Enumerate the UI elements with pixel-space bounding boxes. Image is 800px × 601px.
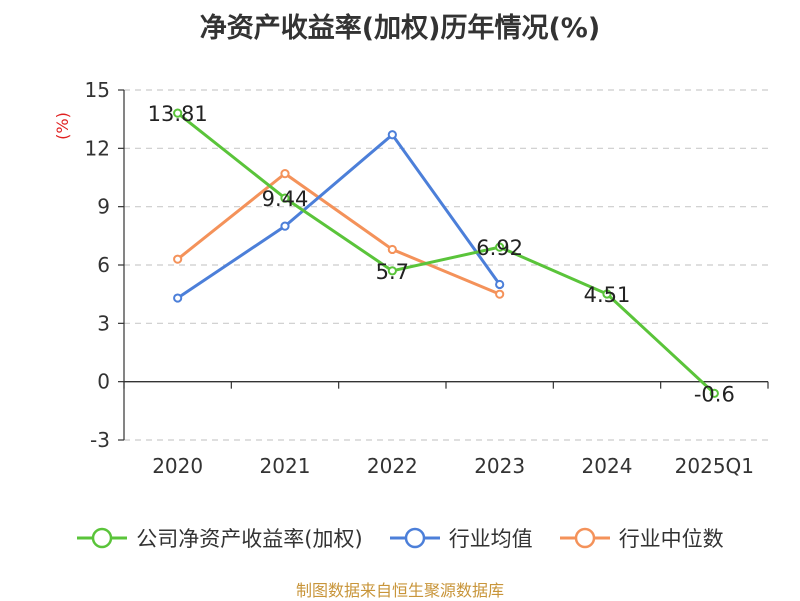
axes: 15 12 9 6 3 0 -3 2020 2021 2022 2023 2024 2025Q1: [85, 78, 769, 478]
data-point: [280, 169, 290, 179]
data-point: [387, 130, 397, 140]
data-point: [495, 242, 505, 252]
data-point: [173, 293, 183, 303]
legend-label: 行业中位数: [618, 527, 724, 551]
y-axis-unit-label: (%): [53, 112, 72, 140]
legend-label: 行业均值: [448, 527, 533, 551]
data-point: [173, 108, 183, 118]
x-tick-label: 2025Q1: [675, 454, 754, 478]
company-roe-line: [176, 111, 716, 395]
data-label: 13.81: [148, 102, 208, 126]
legend-marker-icon: [559, 527, 610, 549]
data-point: [602, 289, 612, 299]
legend-marker-icon: [77, 527, 128, 549]
y-tick-label: 15: [85, 78, 110, 102]
data-point: [280, 193, 290, 203]
data-point: [387, 244, 397, 255]
legend-item[interactable]: 行业中位数: [559, 523, 724, 553]
x-tick-label: 2021: [260, 454, 311, 478]
data-label: -0.6: [694, 382, 735, 406]
data-point: [495, 289, 505, 299]
data-label: 5.7: [376, 260, 409, 284]
y-tick-label: 0: [97, 370, 110, 394]
x-tick-label: 2024: [582, 454, 633, 478]
data-point: [709, 388, 719, 398]
data-label: 9.44: [262, 187, 309, 211]
data-labels: 13.81 9.44 5.7 6.92 4.51 -0.6: [148, 102, 735, 406]
data-point: [495, 279, 505, 290]
industry-average-line: [176, 133, 501, 300]
y-tick-label: 6: [97, 253, 110, 277]
grid-lines: [124, 89, 768, 441]
y-tick-label: 3: [97, 311, 110, 335]
industry-median-line: [176, 172, 501, 296]
data-label: 6.92: [476, 236, 523, 260]
y-tick-label: 12: [85, 136, 110, 160]
legend: 公司净资产收益率(加权) 行业均值 行业中位数: [0, 518, 800, 558]
y-tick-label: 9: [97, 195, 110, 219]
legend-item[interactable]: 行业均值: [389, 523, 533, 553]
data-point: [173, 254, 183, 264]
y-tick-label: -3: [90, 428, 110, 452]
legend-marker-icon: [389, 527, 440, 549]
series-lines: [173, 108, 719, 398]
chart-title: 净资产收益率(加权)历年情况(%): [199, 13, 601, 44]
line-chart: 15 12 9 6 3 0 -3 2020 2021 2022 2023 2024 2025Q1 13.…: [53, 78, 769, 478]
legend-item[interactable]: 公司净资产收益率(加权): [76, 523, 363, 553]
data-label: 4.51: [584, 283, 631, 307]
x-tick-label: 2020: [152, 454, 203, 478]
legend-label: 公司净资产收益率(加权): [136, 527, 363, 551]
x-tick-label: 2022: [367, 454, 418, 478]
x-tick-label: 2023: [474, 454, 525, 478]
data-point: [280, 221, 290, 231]
source-note: 制图数据来自恒生聚源数据库: [295, 581, 504, 600]
data-point: [387, 266, 397, 276]
